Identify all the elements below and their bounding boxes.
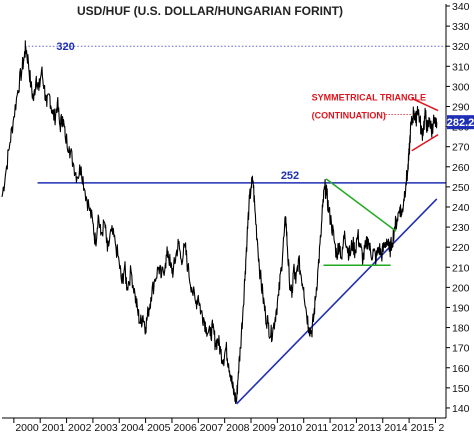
x-tick-label-2000: 2000 <box>15 422 39 434</box>
y-tick-label-340: 340 <box>452 1 470 13</box>
reference-lines <box>28 45 446 405</box>
annotations: 320 252 SYMMETRICAL TRIANGLE (CONTINUATION)… <box>56 41 474 182</box>
y-tick-label-150: 150 <box>452 383 470 395</box>
chart-title: USD/HUF (U.S. DOLLAR/HUNGARIAN FORINT) <box>77 4 343 18</box>
y-tick-label-140: 140 <box>452 403 470 415</box>
y-tick-label-290: 290 <box>452 101 470 113</box>
y-tick-label-160: 160 <box>452 363 470 375</box>
x-tick-label-2010: 2010 <box>279 422 303 434</box>
y-tick-label-240: 240 <box>452 202 470 214</box>
y-tick-label-210: 210 <box>452 262 470 274</box>
resistance-line-label: 252 <box>281 170 299 182</box>
triangle-label-line2: (CONTINUATION) <box>312 111 386 121</box>
triangle-2012-upper <box>325 178 397 232</box>
y-tick-label-220: 220 <box>452 242 470 254</box>
y-tick-label-200: 200 <box>452 282 470 294</box>
x-tick-label-2007: 2007 <box>200 422 224 434</box>
x-tick-label-2002: 2002 <box>68 422 92 434</box>
x-tick-label-2016: 2 <box>438 422 444 434</box>
y-tick-label-300: 300 <box>452 81 470 93</box>
y-tick-label-320: 320 <box>452 41 470 53</box>
price-line-0 <box>1 40 438 404</box>
y-tick-label-230: 230 <box>452 222 470 234</box>
x-tick-label-2011: 2011 <box>306 422 329 434</box>
y-tick-label-270: 270 <box>452 142 470 154</box>
x-tick-label-2013: 2013 <box>358 422 382 434</box>
x-tick-label-2008: 2008 <box>226 422 250 434</box>
high-line-label: 320 <box>56 41 74 53</box>
price-series <box>1 40 438 404</box>
x-tick-label-2009: 2009 <box>253 422 277 434</box>
uptrend-line <box>235 198 438 405</box>
last-price-label: 282.2 <box>447 117 474 129</box>
x-tick-label-2006: 2006 <box>173 422 197 434</box>
x-tick-label-2001: 2001 <box>42 422 66 434</box>
triangle-2015-lower <box>411 133 439 152</box>
y-tick-label-330: 330 <box>452 21 470 33</box>
x-tick-label-2012: 2012 <box>332 422 356 434</box>
y-tick-label-190: 190 <box>452 302 470 314</box>
x-tick-label-2003: 2003 <box>94 422 118 434</box>
pattern-lines <box>323 97 439 267</box>
x-tick-label-2014: 2014 <box>384 422 408 434</box>
x-tick-label-2004: 2004 <box>121 422 145 434</box>
last-price-tag <box>447 115 474 130</box>
x-tick-label-2005: 2005 <box>147 422 171 434</box>
x-tick-label-2015: 2015 <box>411 422 435 434</box>
triangle-2015-upper <box>411 97 439 112</box>
y-tick-label-310: 310 <box>452 61 470 73</box>
y-tick-label-170: 170 <box>452 343 470 355</box>
y-tick-label-180: 180 <box>452 323 470 335</box>
triangle-label-line1: SYMMETRICAL TRIANGLE <box>312 92 426 102</box>
y-tick-label-250: 250 <box>452 182 470 194</box>
y-tick-label-260: 260 <box>452 162 470 174</box>
